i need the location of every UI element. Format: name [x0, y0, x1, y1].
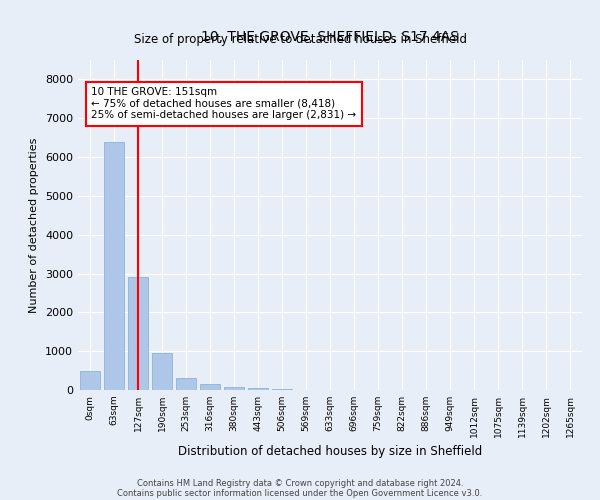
Y-axis label: Number of detached properties: Number of detached properties	[29, 138, 40, 312]
Bar	[248, 388, 268, 390]
Text: Contains HM Land Registry data © Crown copyright and database right 2024.: Contains HM Land Registry data © Crown c…	[137, 478, 463, 488]
Bar	[104, 142, 124, 390]
Bar	[224, 387, 244, 390]
Bar	[176, 378, 196, 390]
Title: 10, THE GROVE, SHEFFIELD, S17 4AS: 10, THE GROVE, SHEFFIELD, S17 4AS	[201, 30, 459, 44]
Text: Size of property relative to detached houses in Sheffield: Size of property relative to detached ho…	[133, 32, 467, 46]
Text: Contains public sector information licensed under the Open Government Licence v3: Contains public sector information licen…	[118, 488, 482, 498]
Bar	[200, 384, 220, 390]
X-axis label: Distribution of detached houses by size in Sheffield: Distribution of detached houses by size …	[178, 446, 482, 458]
Bar	[80, 370, 100, 390]
Bar	[128, 278, 148, 390]
Text: 10 THE GROVE: 151sqm
← 75% of detached houses are smaller (8,418)
25% of semi-de: 10 THE GROVE: 151sqm ← 75% of detached h…	[91, 87, 356, 120]
Bar	[152, 353, 172, 390]
